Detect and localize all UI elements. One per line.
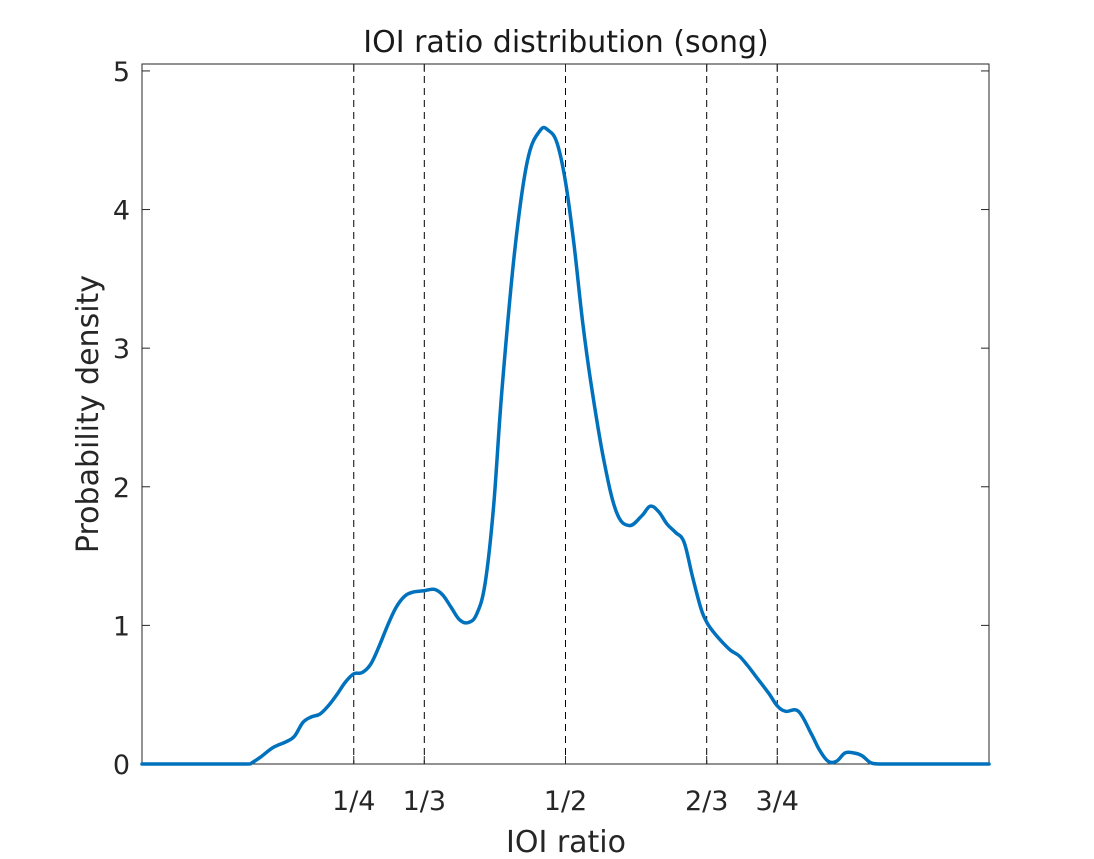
y-tick-label-5: 5 xyxy=(113,57,130,88)
y-axis-label: Probability density xyxy=(71,275,106,553)
chart-title: IOI ratio distribution (song) xyxy=(363,25,769,60)
reference-lines xyxy=(353,64,778,764)
y-tick-label-4: 4 xyxy=(113,196,130,227)
y-tick-label-2: 2 xyxy=(113,473,130,504)
x-axis: 1/4 1/3 1/2 2/3 3/4 xyxy=(332,64,799,817)
x-tick-label-3: 2/3 xyxy=(685,786,728,817)
x-tick-label-1: 1/3 xyxy=(403,786,446,817)
x-tick-label-4: 3/4 xyxy=(756,786,799,817)
x-tick-label-2: 1/2 xyxy=(544,786,587,817)
y-tick-label-0: 0 xyxy=(113,750,130,781)
y-axis: 0 1 2 3 4 5 xyxy=(113,57,989,781)
y-tick-label-1: 1 xyxy=(113,611,130,642)
x-tick-label-0: 1/4 xyxy=(332,786,375,817)
x-axis-label: IOI ratio xyxy=(506,825,626,859)
density-curve xyxy=(140,125,991,766)
y-tick-label-3: 3 xyxy=(113,334,130,365)
